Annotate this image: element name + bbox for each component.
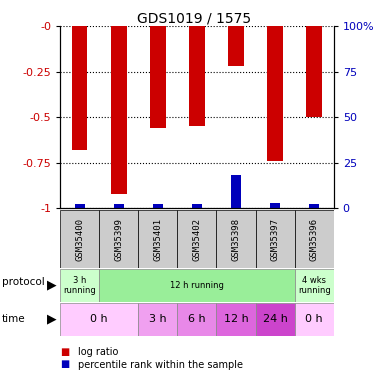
Bar (72, 26, 88, 150)
Bar (294, 269, 334, 302)
Text: GSM35399: GSM35399 (114, 217, 123, 261)
Text: ▶: ▶ (47, 279, 56, 292)
Bar (153, 204, 163, 208)
Bar (60, 303, 138, 336)
Bar (307, 26, 322, 117)
Bar (99, 269, 294, 302)
Text: ▶: ▶ (47, 313, 56, 326)
Bar (60, 269, 99, 302)
Text: GSM35402: GSM35402 (192, 217, 201, 261)
Bar (138, 303, 177, 336)
Bar (114, 204, 124, 208)
Text: 12 h running: 12 h running (170, 281, 224, 290)
Bar (75, 204, 85, 208)
Bar (177, 210, 217, 268)
Text: GDS1019 / 1575: GDS1019 / 1575 (137, 11, 251, 25)
Bar (150, 26, 166, 128)
Bar (60, 210, 99, 268)
Text: 3 h
running: 3 h running (63, 276, 96, 295)
Bar (309, 204, 319, 208)
Text: protocol: protocol (2, 277, 45, 286)
Text: percentile rank within the sample: percentile rank within the sample (78, 360, 242, 369)
Bar (111, 26, 126, 194)
Text: 3 h: 3 h (149, 314, 166, 324)
Bar (270, 202, 280, 208)
Text: GSM35397: GSM35397 (270, 217, 280, 261)
Text: 24 h: 24 h (263, 314, 288, 324)
Bar (256, 210, 294, 268)
Text: 6 h: 6 h (188, 314, 206, 324)
Bar (217, 303, 256, 336)
Bar (231, 176, 241, 208)
Bar (189, 26, 205, 126)
Text: log ratio: log ratio (78, 347, 118, 357)
Bar (267, 26, 283, 161)
Bar (228, 26, 244, 66)
Bar (294, 210, 334, 268)
Text: GSM35398: GSM35398 (232, 217, 241, 261)
Bar (192, 204, 202, 208)
Text: time: time (2, 314, 26, 324)
Bar (138, 210, 177, 268)
Bar (294, 303, 334, 336)
Text: GSM35401: GSM35401 (153, 217, 162, 261)
Text: GSM35396: GSM35396 (310, 217, 319, 261)
Text: ■: ■ (60, 347, 69, 357)
Bar (217, 210, 256, 268)
Bar (99, 210, 138, 268)
Text: GSM35400: GSM35400 (75, 217, 84, 261)
Text: 0 h: 0 h (90, 314, 108, 324)
Text: 0 h: 0 h (305, 314, 323, 324)
Bar (177, 303, 217, 336)
Bar (256, 303, 294, 336)
Text: 4 wks
running: 4 wks running (298, 276, 331, 295)
Text: 12 h: 12 h (223, 314, 248, 324)
Text: ■: ■ (60, 360, 69, 369)
